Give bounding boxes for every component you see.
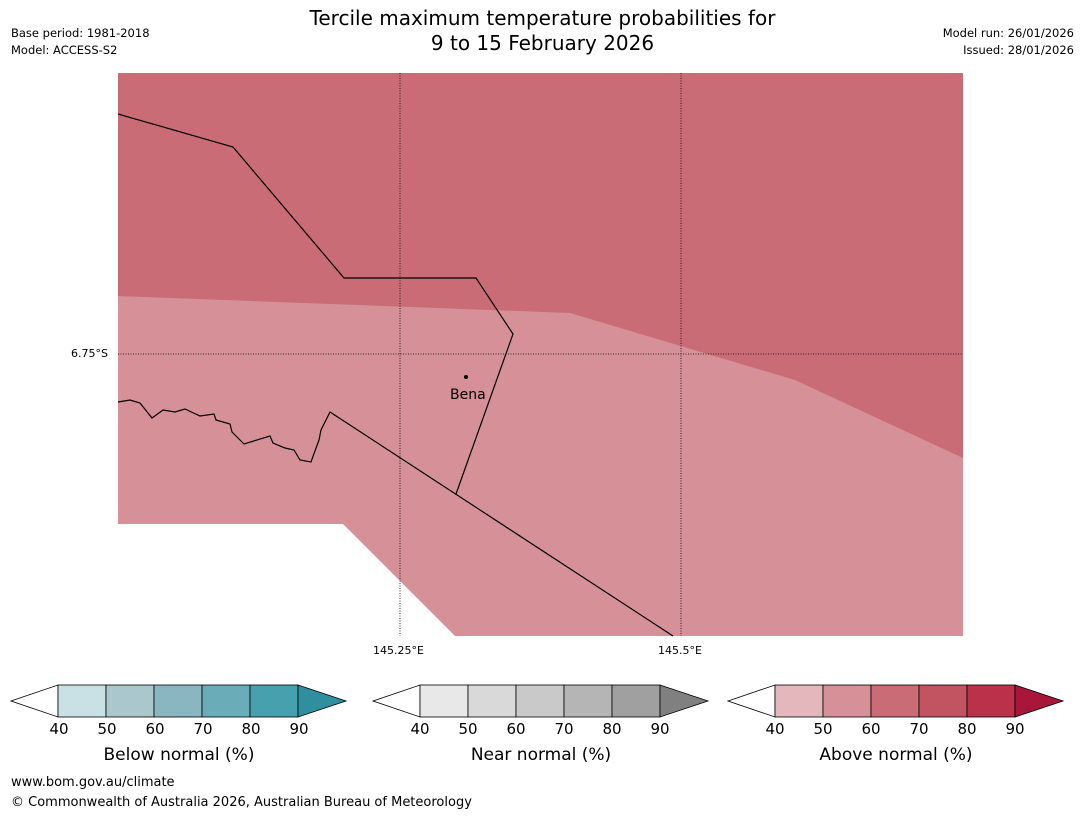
- colorbar-extend-low: [727, 684, 776, 718]
- colorbar-below-normal: [10, 684, 348, 718]
- latitude-label: 6.75°S: [71, 347, 108, 360]
- tick: 90: [1005, 720, 1025, 738]
- colorbar-segment: [105, 684, 155, 718]
- province-border-north: [117, 113, 514, 495]
- tick: 40: [410, 720, 430, 738]
- legend-above-normal: 40 50 60 70 80 90: [727, 680, 1067, 740]
- legend-title-above-normal: Above normal (%): [819, 745, 973, 765]
- colorbar-segment: [153, 684, 203, 718]
- tick: 70: [554, 720, 574, 738]
- model-run: Model run: 26/01/2026: [942, 26, 1074, 40]
- colorbar-segment: [201, 684, 251, 718]
- colorbar-extend-high: [1014, 684, 1065, 718]
- base-period: Base period: 1981-2018: [11, 26, 150, 40]
- title-line-2: 9 to 15 February 2026: [430, 31, 655, 55]
- meta-left: Base period: 1981-2018 Model: ACCESS-S2: [11, 25, 150, 59]
- legend-near-normal: 40 50 60 70 80 90: [372, 680, 712, 740]
- colorbar-segment: [966, 684, 1016, 718]
- colorbar-segment: [870, 684, 920, 718]
- place-label: Bena: [450, 387, 486, 403]
- longitude-label-2: 145.5°E: [658, 644, 702, 657]
- tick: 90: [289, 720, 309, 738]
- ticks-above-normal: 40 50 60 70 80 90: [727, 720, 1067, 740]
- tick: 40: [49, 720, 69, 738]
- legend-title-below-normal: Below normal (%): [103, 745, 255, 765]
- tick: 50: [97, 720, 117, 738]
- tick: 80: [602, 720, 622, 738]
- legend-below-normal: 40 50 60 70 80 90: [10, 680, 350, 740]
- colorbar-extend-high: [659, 684, 710, 718]
- footer-copyright: © Commonwealth of Australia 2026, Austra…: [11, 795, 472, 810]
- title-line-1: Tercile maximum temperature probabilitie…: [309, 6, 776, 30]
- colorbar-segment: [57, 684, 107, 718]
- place-marker: [464, 375, 468, 379]
- colorbar-extend-high: [297, 684, 348, 718]
- colorbar-segment: [918, 684, 968, 718]
- footer-url: www.bom.gov.au/climate: [11, 775, 175, 790]
- tick: 50: [458, 720, 478, 738]
- legend-title-near-normal: Near normal (%): [470, 745, 612, 765]
- issued-date: Issued: 28/01/2026: [963, 43, 1074, 57]
- tick: 50: [813, 720, 833, 738]
- tick: 80: [241, 720, 261, 738]
- tick: 80: [957, 720, 977, 738]
- meta-right: Model run: 26/01/2026 Issued: 28/01/2026: [943, 25, 1074, 59]
- tick: 60: [861, 720, 881, 738]
- colorbar-segment: [419, 684, 469, 718]
- colorbar-segment: [249, 684, 299, 718]
- longitude-label-1: 145.25°E: [373, 644, 424, 657]
- tick: 90: [650, 720, 670, 738]
- colorbar-extend-low: [372, 684, 421, 718]
- tick: 60: [506, 720, 526, 738]
- colorbar-above-normal: [727, 684, 1065, 718]
- ticks-below-normal: 40 50 60 70 80 90: [10, 720, 350, 740]
- tick: 40: [765, 720, 785, 738]
- map-title: Tercile maximum temperature probabilitie…: [0, 6, 1085, 56]
- colorbar-near-normal: [372, 684, 710, 718]
- colorbar-segment: [563, 684, 613, 718]
- colorbar-segment: [822, 684, 872, 718]
- colorbar-extend-low: [10, 684, 59, 718]
- colorbar-segment: [774, 684, 824, 718]
- tick: 70: [909, 720, 929, 738]
- tick: 60: [145, 720, 165, 738]
- colorbar-segment: [467, 684, 517, 718]
- colorbar-segment: [515, 684, 565, 718]
- probability-band-60-70: [118, 73, 963, 458]
- colorbar-segment: [611, 684, 661, 718]
- model-name: Model: ACCESS-S2: [11, 43, 118, 57]
- province-border-south: [117, 399, 674, 637]
- tick: 70: [193, 720, 213, 738]
- ticks-near-normal: 40 50 60 70 80 90: [372, 720, 712, 740]
